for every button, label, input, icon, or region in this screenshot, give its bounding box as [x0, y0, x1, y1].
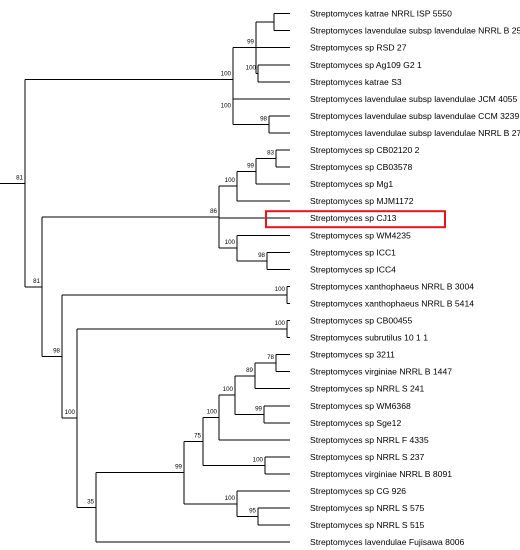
bootstrap-label: 81: [16, 174, 23, 181]
leaf-label: Streptomyces lavendulae subsp lavendulae…: [310, 26, 520, 36]
bootstrap-label: 89: [246, 367, 253, 374]
leaf-labels: Streptomyces katrae NRRL ISP 5550 Strepto…: [310, 9, 520, 548]
bootstrap-label: 100: [246, 64, 257, 71]
bootstrap-label: 100: [221, 103, 232, 110]
bootstrap-label: 100: [275, 320, 286, 327]
leaf-label: Streptomyces sp CB00455: [310, 316, 412, 326]
bootstrap-label: 100: [225, 177, 236, 184]
leaf-label: Streptomyces sp RSD 27: [310, 43, 407, 53]
bootstrap-label: 100: [275, 286, 286, 293]
leaf-label: Streptomyces xanthophaeus NRRL B 3004: [310, 281, 474, 291]
bootstrap-label: 99: [247, 39, 254, 46]
bootstrap-label: 98: [260, 115, 267, 122]
bootstrap-label: 100: [221, 71, 232, 78]
bootstrap-label: 98: [53, 348, 60, 355]
leaf-label: Streptomyces sp MJM1172: [310, 196, 414, 206]
tree-branches: [0, 13, 290, 543]
leaf-label: Streptomyces subrutilus 10 1 1: [310, 333, 428, 343]
leaf-label: Streptomyces sp Sge12: [310, 418, 401, 428]
leaf-label: Streptomyces virginiae NRRL B 1447: [310, 367, 452, 377]
leaf-label: Streptomyces sp CG 926: [310, 486, 406, 496]
leaf-label: Streptomyces sp WM4235: [310, 230, 411, 240]
leaf-label: Streptomyces sp WM6368: [310, 401, 411, 411]
leaf-label: Streptomyces sp CB02120 2: [310, 145, 420, 155]
leaf-label: Streptomyces sp ICC4: [310, 264, 396, 274]
leaf-label: Streptomyces lavendulae Fujisawa 8006: [310, 537, 465, 547]
leaf-label: Streptomyces xanthophaeus NRRL B 5414: [310, 298, 474, 308]
leaf-label: Streptomyces sp NRRL F 4335: [310, 435, 429, 445]
leaf-label: Streptomyces sp NRRL S 515: [310, 520, 425, 530]
bootstrap-label: 100: [225, 495, 236, 502]
leaf-label: Streptomyces katrae S3: [310, 77, 402, 87]
bootstrap-label: 100: [65, 409, 76, 416]
leaf-label: Streptomyces sp 3211: [310, 350, 395, 360]
bootstrap-label: 83: [267, 150, 274, 157]
leaf-label: Streptomyces sp CB03578: [310, 162, 412, 172]
leaf-label: Streptomyces sp NRRL S 241: [310, 384, 425, 394]
leaf-label: Streptomyces sp NRRL S 575: [310, 503, 425, 513]
bootstrap-label: 86: [210, 208, 217, 215]
bootstrap-label: 100: [207, 408, 218, 415]
leaf-label: Streptomyces sp Mg1: [310, 179, 393, 189]
highlight-box: [265, 210, 446, 229]
leaf-label: Streptomyces lavendulae subsp lavendulae…: [310, 111, 519, 121]
leaf-label: Streptomyces katrae NRRL ISP 5550: [310, 9, 452, 19]
bootstrap-values: 100 99 98 100 100 83 99 100 98 100 86 100 100 78 89 99 1…: [16, 39, 285, 515]
leaf-label: Streptomyces virginiae NRRL B 8091: [310, 469, 452, 479]
leaf-label: Streptomyces sp NRRL S 237: [310, 452, 425, 462]
bootstrap-label: 99: [247, 162, 254, 169]
leaf-label: Streptomyces sp CJ13: [310, 213, 397, 223]
bootstrap-label: 81: [33, 278, 40, 285]
bootstrap-label: 75: [194, 432, 201, 439]
bootstrap-label: 95: [249, 508, 256, 515]
leaf-label: Streptomyces sp Ag109 G2 1: [310, 60, 422, 70]
bootstrap-label: 78: [267, 354, 274, 361]
bootstrap-label: 100: [223, 386, 234, 393]
bootstrap-label: 100: [225, 239, 236, 246]
bootstrap-label: 100: [253, 456, 264, 463]
bootstrap-label: 98: [258, 252, 265, 259]
bootstrap-label: 99: [175, 464, 182, 471]
leaf-label: Streptomyces sp ICC1: [310, 247, 396, 257]
leaf-label: Streptomyces lavendulae subsp lavendulae…: [310, 94, 518, 104]
leaf-label: Streptomyces lavendulae subsp lavendulae…: [310, 128, 520, 138]
bootstrap-label: 99: [255, 405, 262, 412]
bootstrap-label: 35: [87, 498, 94, 505]
